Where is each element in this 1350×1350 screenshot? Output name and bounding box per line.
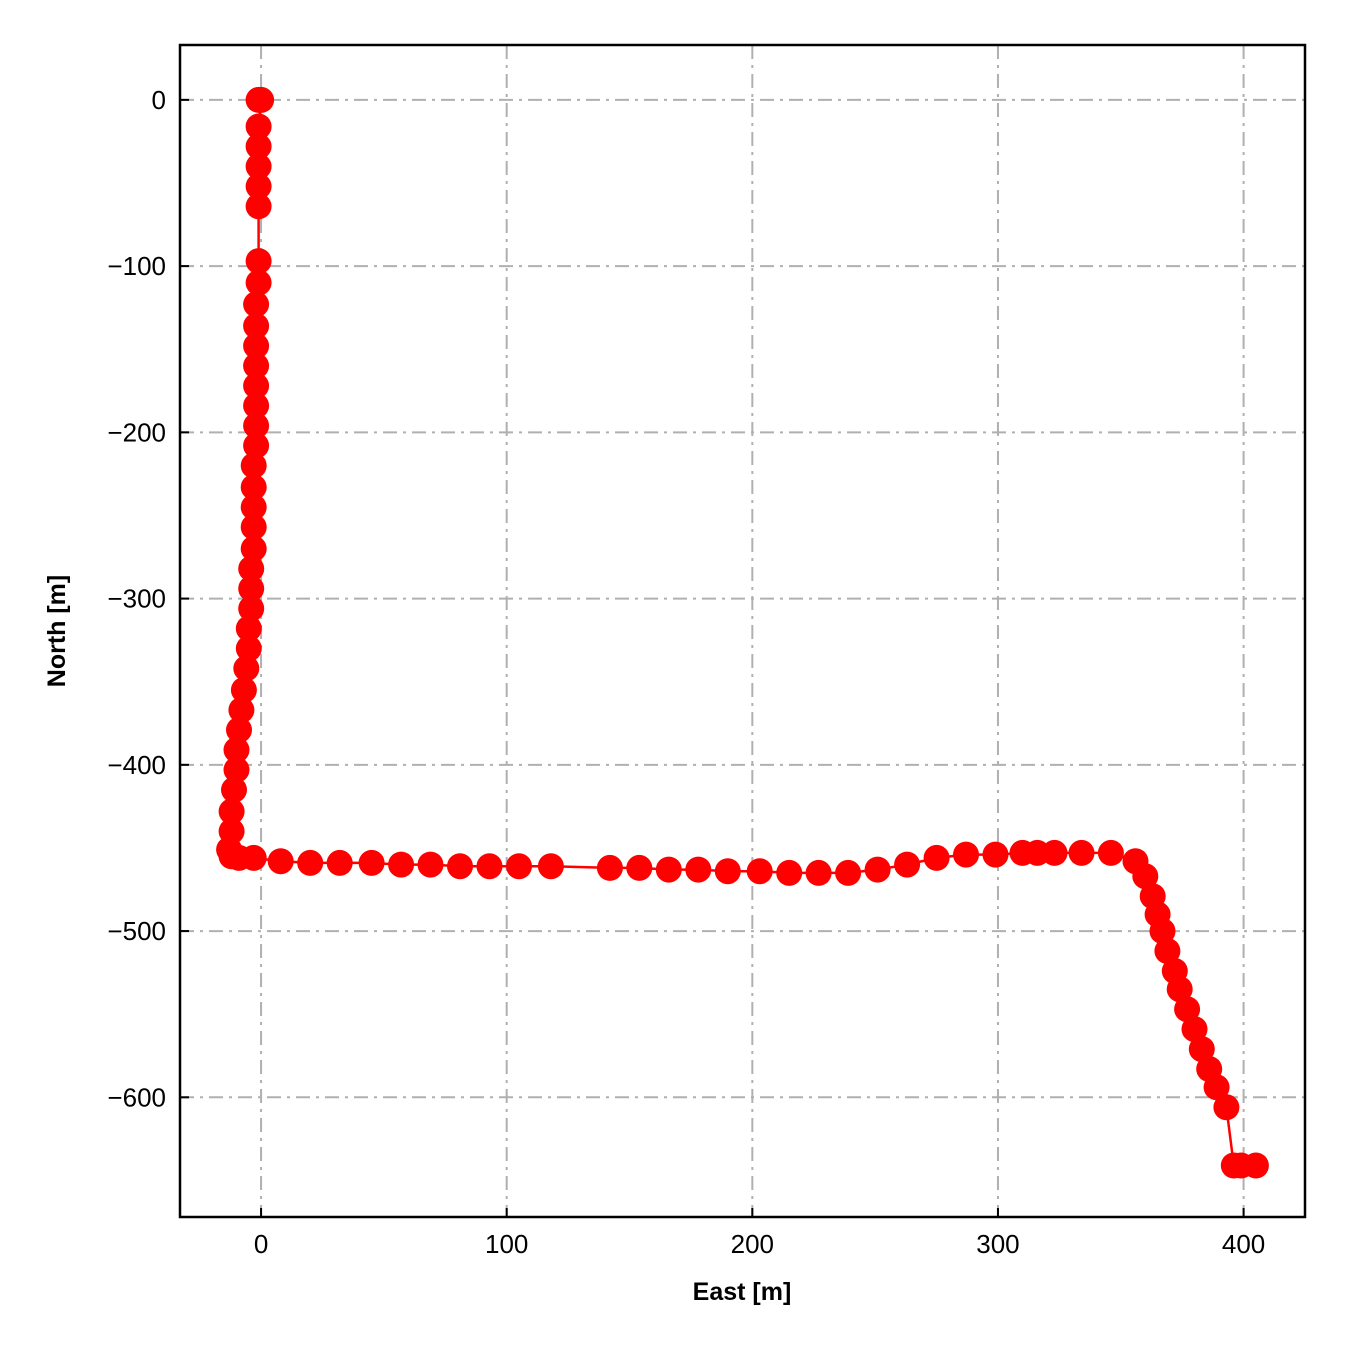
data-point — [243, 291, 270, 318]
y-tick-label: −300 — [107, 584, 166, 614]
data-point — [248, 86, 275, 113]
data-point — [243, 312, 270, 339]
y-tick-label: −600 — [107, 1082, 166, 1112]
data-point — [714, 858, 741, 885]
series-trajectory — [216, 86, 1269, 1179]
data-point — [1188, 1036, 1215, 1063]
x-tick-label: 300 — [976, 1229, 1019, 1259]
data-point — [228, 697, 255, 723]
y-tick-label: −500 — [107, 916, 166, 946]
x-tick-label: 200 — [731, 1229, 774, 1259]
data-point — [1203, 1074, 1230, 1101]
data-point — [223, 736, 250, 763]
data-point — [835, 859, 862, 886]
data-point — [923, 844, 950, 871]
data-point — [245, 173, 272, 200]
data-point — [1174, 996, 1201, 1023]
data-point — [233, 655, 260, 682]
data-point — [1166, 976, 1193, 1003]
y-tick-label: −200 — [107, 417, 166, 447]
data-point — [223, 756, 250, 783]
data-point — [1154, 938, 1181, 964]
data-point — [1242, 1152, 1269, 1179]
data-point — [805, 859, 832, 886]
y-axis-label: North [m] — [43, 575, 71, 687]
data-point — [596, 854, 623, 881]
data-point — [626, 854, 653, 881]
data-point — [235, 615, 262, 642]
data-point — [447, 853, 473, 880]
data-point — [388, 851, 415, 878]
data-point — [240, 494, 267, 521]
x-tick-label: 400 — [1222, 1229, 1265, 1259]
data-point — [243, 392, 270, 419]
data-point — [267, 848, 294, 875]
data-point — [245, 153, 272, 180]
trajectory-line — [227, 98, 1256, 1167]
data-point — [243, 352, 270, 379]
data-point — [476, 853, 503, 880]
x-axis-label: East [m] — [693, 1278, 792, 1306]
y-tick-label: −400 — [107, 750, 166, 780]
data-point — [358, 849, 385, 876]
data-point — [1132, 863, 1159, 890]
data-point — [238, 595, 265, 622]
data-point — [245, 248, 272, 275]
ticks: 0 100 200 300 400 0 −100 −200 −300 −400 −500 −600 — [107, 85, 1265, 1259]
data-point — [417, 851, 444, 878]
x-tick-label: 100 — [485, 1229, 528, 1259]
data-point — [982, 841, 1009, 868]
data-point — [235, 635, 262, 662]
data-point — [245, 133, 272, 160]
data-point — [238, 575, 265, 602]
data-point — [326, 849, 353, 876]
data-point — [1068, 839, 1095, 866]
data-point — [746, 858, 773, 885]
data-point — [245, 113, 272, 140]
data-point — [226, 716, 252, 743]
data-point — [243, 372, 270, 399]
x-tick-label: 0 — [254, 1229, 268, 1259]
data-point — [1097, 839, 1124, 866]
data-point — [245, 193, 272, 220]
data-point — [776, 859, 803, 886]
data-point — [245, 269, 272, 296]
data-point — [1041, 839, 1068, 866]
data-point — [243, 412, 270, 439]
data-point — [297, 849, 324, 876]
data-point — [243, 432, 270, 459]
plot-frame — [178, 43, 1307, 1219]
grid — [180, 45, 1305, 1217]
data-point — [1181, 1016, 1208, 1043]
data-point — [240, 474, 267, 501]
data-point — [243, 332, 270, 359]
data-point — [864, 856, 891, 883]
data-point — [655, 856, 682, 883]
data-point — [218, 798, 245, 825]
data-point — [953, 841, 979, 868]
data-point — [238, 555, 265, 582]
data-point — [230, 677, 257, 703]
data-point — [506, 853, 532, 880]
data-point — [894, 851, 921, 878]
data-point — [240, 452, 267, 479]
data-point — [685, 856, 712, 883]
data-point — [1213, 1094, 1240, 1121]
data-point — [240, 535, 267, 562]
y-tick-label: −100 — [107, 251, 166, 281]
data-point — [240, 514, 267, 541]
data-point — [221, 776, 247, 803]
data-point — [1149, 918, 1176, 945]
data-point — [240, 844, 267, 871]
data-point — [537, 853, 564, 880]
y-tick-label: 0 — [152, 85, 166, 115]
